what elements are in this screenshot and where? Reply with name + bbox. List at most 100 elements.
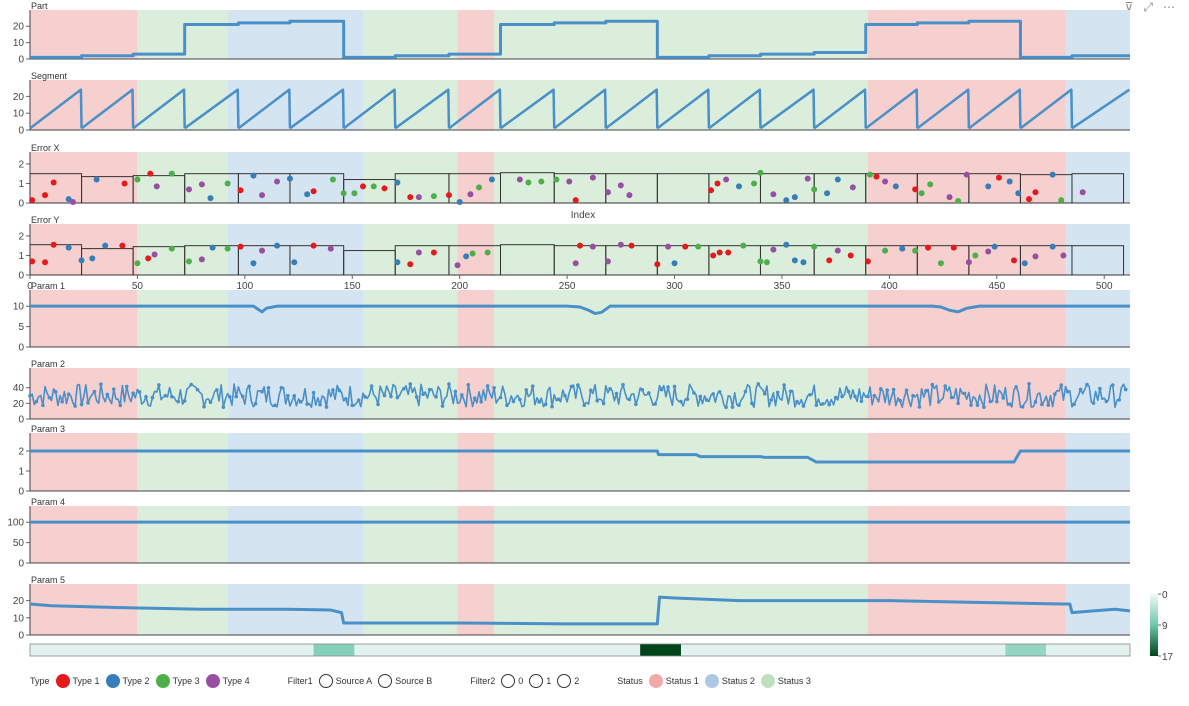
status-band <box>363 224 458 275</box>
filter-icon[interactable]: ⊽ <box>1124 0 1134 14</box>
p2-point <box>247 384 251 389</box>
p2-point <box>730 405 735 409</box>
legend: Type Type 1 Type 2 Type 3 Type 4 Filter1… <box>30 672 849 690</box>
p2-point <box>975 403 980 407</box>
error-point <box>50 179 57 186</box>
error-point <box>259 247 266 254</box>
p2-point <box>111 387 116 391</box>
error-point <box>445 192 452 199</box>
p2-point <box>949 395 954 400</box>
legend-label: Source B <box>395 676 433 686</box>
y-tick-label: 0 <box>18 631 24 642</box>
legend-source-a[interactable]: Source A <box>318 674 372 688</box>
error-point <box>589 174 596 181</box>
y-tick-label: 0 <box>18 126 24 137</box>
panel-title: Param 2 <box>31 359 65 369</box>
status-band <box>1065 10 1130 59</box>
error-point <box>185 186 192 193</box>
error-point <box>553 176 560 183</box>
p2-point <box>969 403 973 407</box>
heat-cell <box>640 644 681 656</box>
error-point <box>185 258 192 265</box>
legend-filter2-title: Filter2 <box>470 676 496 686</box>
legend-source-b[interactable]: Source B <box>378 674 432 688</box>
error-point <box>394 179 401 186</box>
p2-point <box>202 404 206 409</box>
more-options-icon[interactable]: ⋯ <box>1163 0 1175 14</box>
p2-point <box>898 398 902 403</box>
error-point <box>955 198 962 205</box>
error-point <box>415 249 422 256</box>
x-tick-label: 100 <box>237 281 254 292</box>
error-point <box>237 243 244 250</box>
p2-point <box>659 387 664 392</box>
legend-status-1[interactable]: Status 1 <box>648 674 699 688</box>
error-point <box>751 180 758 187</box>
p2-point <box>1085 382 1089 387</box>
status-band <box>867 80 1066 130</box>
type-3-swatch <box>155 674 170 688</box>
status-band <box>363 433 458 491</box>
p2-point <box>350 403 355 408</box>
p2-point <box>331 388 335 392</box>
error-point <box>209 244 216 251</box>
source-a-radio <box>318 674 333 688</box>
legend-label: Type 3 <box>172 676 200 686</box>
error-point <box>864 258 871 265</box>
p2-point <box>692 391 696 395</box>
legend-status-2[interactable]: Status 2 <box>704 674 755 688</box>
panel-errx: Error X 0 1 2 <box>18 143 1130 210</box>
error-point <box>577 242 583 249</box>
panel-p4: Param 4 0 50 100 <box>7 497 1130 570</box>
series-line-p3 <box>30 449 1130 464</box>
p2-point <box>240 394 245 399</box>
error-point <box>735 183 742 190</box>
legend-status-3[interactable]: Status 3 <box>760 674 811 688</box>
error-point <box>198 256 205 263</box>
error-point <box>370 183 377 190</box>
p2-point <box>292 394 297 398</box>
error-point <box>29 197 36 204</box>
p2-point <box>614 391 619 396</box>
error-point <box>963 171 970 178</box>
error-point <box>89 255 96 262</box>
legend-filter2-0[interactable]: 0 <box>501 674 523 688</box>
status-band <box>457 506 495 563</box>
error-point <box>274 178 281 185</box>
status-band <box>137 152 228 203</box>
error-point <box>224 245 231 252</box>
y-tick-label: 2 <box>18 159 24 170</box>
error-point <box>198 181 205 188</box>
p2-point <box>41 403 45 408</box>
error-point <box>950 244 957 251</box>
y-tick-label: 1 <box>18 467 24 478</box>
legend-label: Status 1 <box>665 676 699 686</box>
status-band <box>30 584 138 635</box>
panel-p2: Param 2 0 20 40 <box>13 359 1130 426</box>
legend-type-4[interactable]: Type 4 <box>205 674 250 688</box>
p2-point <box>621 382 625 387</box>
error-point <box>716 249 723 256</box>
error-point <box>628 242 635 249</box>
legend-filter1: Filter1 Source A Source B <box>288 674 439 688</box>
status-band <box>457 290 495 347</box>
p2-point <box>189 382 193 387</box>
p2-point <box>872 393 877 398</box>
series-line-segment <box>29 88 1131 130</box>
status-band <box>1065 290 1130 347</box>
legend-type-1[interactable]: Type 1 <box>55 674 100 688</box>
legend-filter2-2[interactable]: 2 <box>557 674 579 688</box>
p2-point <box>988 399 993 404</box>
p2-point <box>221 405 226 409</box>
legend-filter2-1[interactable]: 1 <box>529 674 551 688</box>
legend-filter2: Filter2 0 1 2 <box>470 674 585 688</box>
legend-type-2[interactable]: Type 2 <box>105 674 150 688</box>
error-point <box>714 180 721 187</box>
legend-type-3[interactable]: Type 3 <box>155 674 200 688</box>
heat-cell <box>680 644 1006 656</box>
p2-point <box>911 393 915 398</box>
error-point <box>882 178 889 185</box>
focus-mode-icon[interactable]: ⤢ <box>1143 0 1153 14</box>
p2-point <box>982 405 986 409</box>
error-point <box>78 257 85 264</box>
